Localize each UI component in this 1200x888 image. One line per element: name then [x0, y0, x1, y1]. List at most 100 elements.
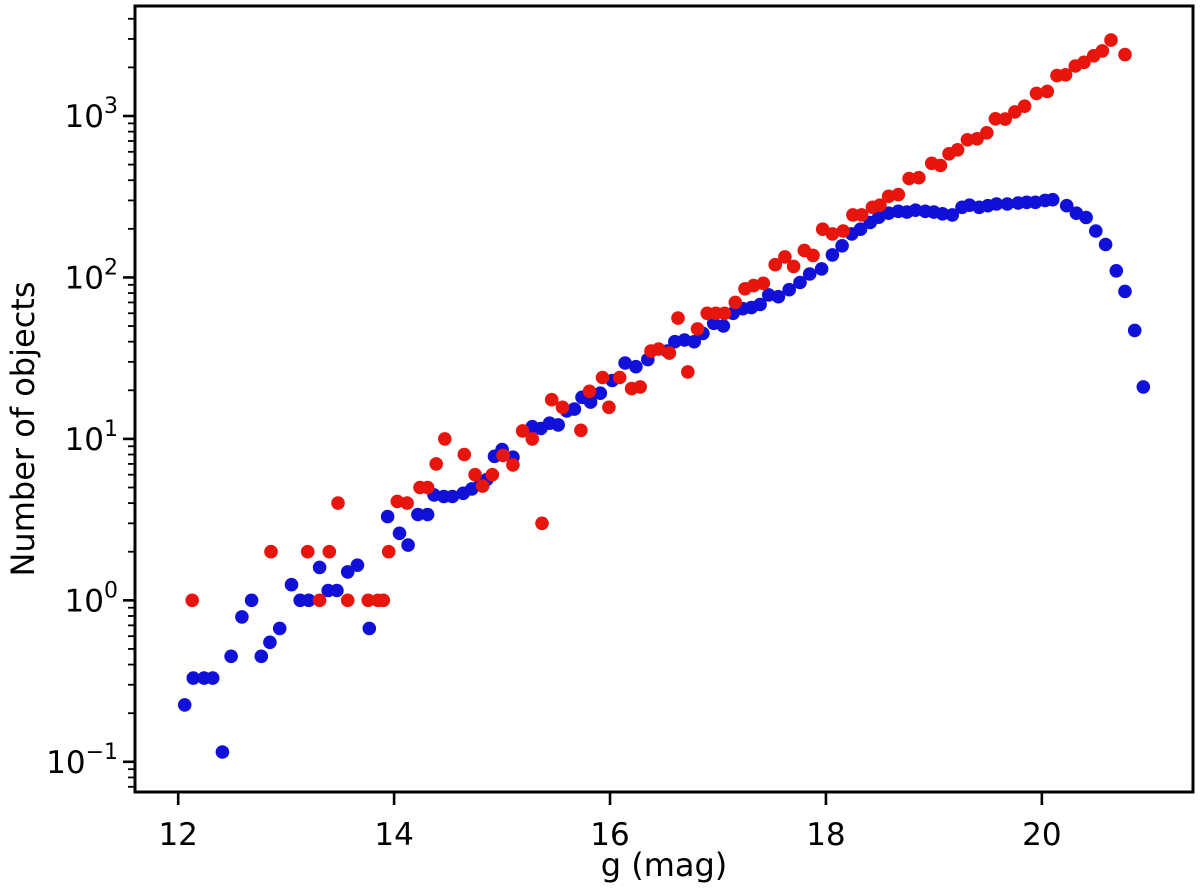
red-sample-point: [933, 158, 948, 173]
red-sample-point: [515, 424, 530, 438]
red-sample-point: [496, 448, 510, 463]
red-sample-point: [902, 171, 916, 186]
y-tick-label: 10−1: [46, 740, 118, 781]
red-sample-point: [376, 593, 391, 608]
red-sample-point: [1029, 86, 1044, 101]
red-sample-point: [681, 365, 695, 379]
y-tick-label: 102: [65, 255, 118, 296]
blue-sample-point: [1118, 284, 1132, 299]
red-sample-point: [340, 593, 355, 608]
red-sample-point: [970, 132, 984, 146]
blue-sample-point: [551, 418, 565, 432]
red-sample-point: [468, 467, 482, 482]
red-sample-point: [1040, 84, 1055, 99]
x-tick-label: 12: [158, 817, 197, 853]
x-axis-label: g (mag): [601, 846, 728, 884]
red-sample-point: [595, 370, 610, 385]
red-sample-point: [836, 224, 850, 238]
red-sample-point: [671, 311, 685, 325]
red-sample-point: [988, 112, 1003, 126]
red-sample-point: [756, 276, 771, 291]
red-sample-point: [825, 227, 840, 241]
red-sample-point: [582, 384, 597, 399]
red-sample-point: [912, 170, 926, 185]
blue-sample-point: [420, 507, 435, 522]
red-sample-point: [574, 423, 588, 438]
blue-sample-point: [1136, 380, 1151, 394]
x-tick-label: 14: [374, 817, 413, 853]
blue-sample-point: [567, 402, 582, 416]
red-sample-point: [768, 257, 782, 272]
red-sample-point: [300, 544, 315, 559]
red-sample-point: [633, 380, 647, 394]
red-sample-point: [331, 496, 345, 510]
blue-sample-point: [362, 621, 377, 636]
blue-sample-point: [272, 621, 287, 636]
red-sample-point: [420, 480, 435, 495]
blue-sample-point: [782, 282, 796, 297]
blue-sample-point: [825, 248, 840, 262]
blue-sample-point: [1045, 192, 1060, 207]
red-sample-point: [438, 432, 452, 446]
red-sample-point: [400, 496, 414, 510]
blue-sample-point: [716, 319, 731, 333]
blue-sample-point: [1000, 197, 1015, 211]
y-tick-label: 101: [65, 417, 118, 458]
red-sample-point: [1058, 68, 1073, 82]
y-axis-label: Number of objects: [4, 281, 42, 576]
red-sample-point: [475, 479, 490, 493]
red-sample-point: [950, 143, 965, 157]
red-sample-point: [728, 295, 743, 310]
red-sample-point: [980, 126, 994, 140]
x-tick-label: 16: [590, 817, 629, 853]
blue-sample-point: [618, 356, 632, 370]
blue-sample-point: [1079, 210, 1093, 225]
red-sample-point: [998, 112, 1012, 126]
blue-sample-point: [1089, 224, 1103, 238]
blue-sample-point: [205, 671, 220, 685]
blue-sample-point: [1127, 323, 1142, 338]
red-sample-point: [525, 432, 540, 446]
blue-sample-point: [593, 386, 608, 401]
red-sample-point: [457, 447, 472, 462]
red-sample-point: [778, 250, 792, 264]
blue-sample-point: [284, 577, 299, 592]
blue-sample-point: [254, 649, 269, 664]
red-sample-point: [806, 248, 820, 263]
blue-sample-point: [340, 565, 355, 579]
red-sample-point: [1095, 44, 1110, 58]
red-sample-point: [312, 593, 327, 608]
red-sample-point: [535, 516, 549, 531]
blue-sample-point: [186, 671, 201, 685]
blue-sample-point: [753, 297, 767, 312]
red-sample-point: [786, 259, 801, 274]
blue-sample-point: [989, 197, 1004, 211]
red-sample-point: [485, 467, 500, 482]
blue-sample-point: [629, 359, 643, 374]
blue-sample-point: [687, 334, 701, 349]
blue-sample-point: [380, 509, 395, 524]
blue-sample-point: [583, 395, 598, 409]
blue-sample-point: [1109, 264, 1124, 278]
blue-sample-point: [244, 593, 259, 608]
red-sample-point: [854, 208, 869, 222]
blue-sample-point: [445, 489, 460, 504]
red-sample-point: [555, 400, 570, 415]
x-tick-label: 20: [1022, 817, 1061, 853]
red-sample-point: [506, 458, 520, 472]
blue-sample-point: [235, 610, 249, 624]
blue-sample-point: [392, 526, 407, 541]
blue-sample-point: [771, 289, 786, 304]
blue-sample-point: [908, 203, 923, 217]
red-sample-point: [662, 346, 677, 360]
blue-sample-point: [215, 745, 230, 759]
red-sample-point: [1118, 47, 1132, 62]
red-sample-point: [264, 544, 278, 559]
red-sample-point: [891, 187, 906, 202]
axes-frame: [133, 4, 1195, 794]
blue-sample-point: [312, 560, 327, 575]
x-tick-label: 18: [806, 817, 845, 853]
